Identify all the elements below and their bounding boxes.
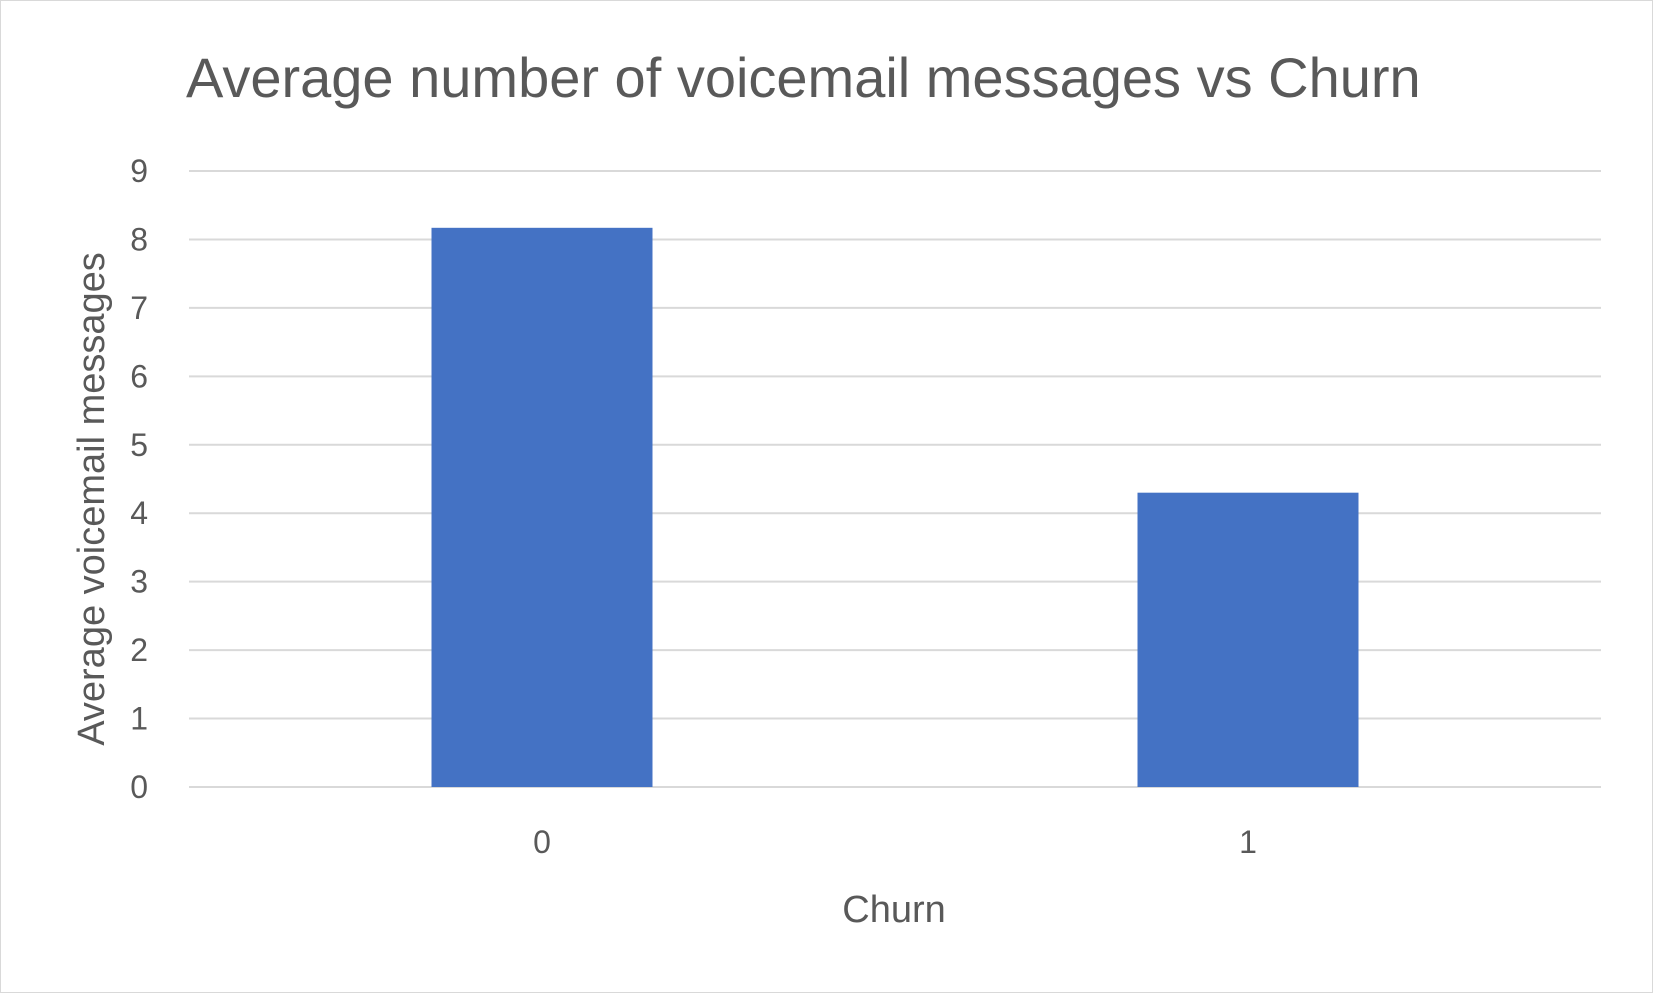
y-tick-label: 5 (130, 427, 148, 463)
x-axis-title: Churn (842, 889, 946, 931)
y-tick-label: 4 (130, 495, 148, 531)
gridlines (189, 170, 1601, 788)
y-tick-label: 7 (130, 290, 148, 326)
x-tick-label: 0 (533, 824, 551, 860)
bar-churn-0 (431, 227, 653, 787)
bars (431, 227, 1359, 787)
y-tick-label: 1 (130, 701, 148, 737)
y-tick-label: 0 (130, 769, 148, 805)
y-axis-ticks: 0 1 2 3 4 5 6 7 8 9 (130, 153, 148, 805)
bar-churn-1 (1137, 492, 1359, 787)
y-axis-title: Average voicemail messages (71, 252, 113, 746)
y-tick-label: 8 (130, 221, 148, 257)
y-tick-label: 2 (130, 632, 148, 668)
y-tick-label: 3 (130, 564, 148, 600)
y-tick-label: 6 (130, 358, 148, 394)
x-tick-label: 1 (1239, 824, 1257, 860)
chart-title: Average number of voicemail messages vs … (186, 46, 1421, 109)
y-tick-label: 9 (130, 153, 148, 189)
